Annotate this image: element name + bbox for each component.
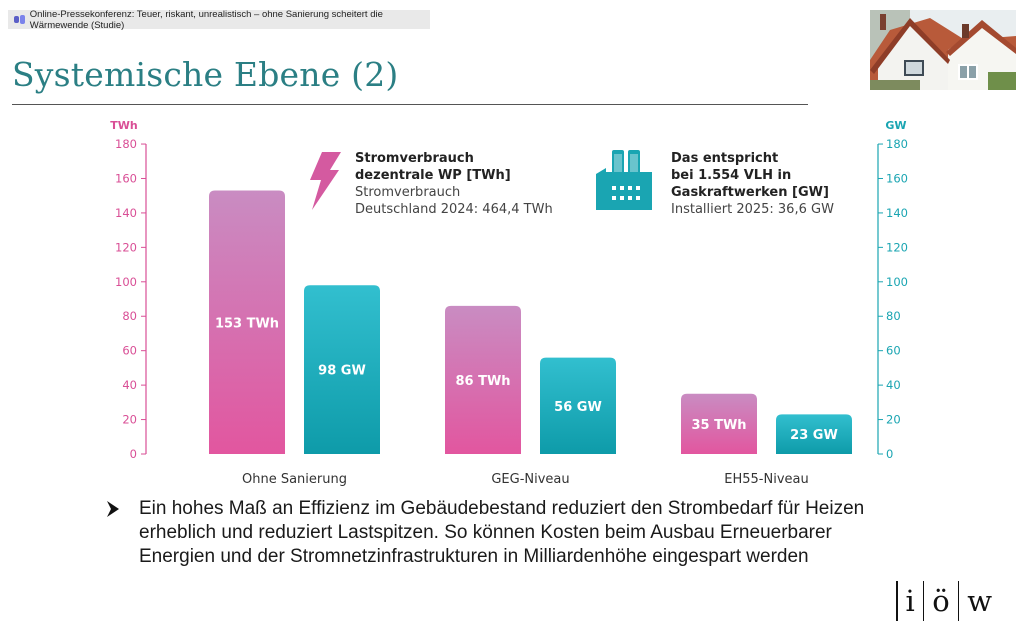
bar-twh bbox=[681, 393, 757, 454]
left-tick-label: 120 bbox=[115, 240, 137, 254]
left-tick-label: 80 bbox=[122, 309, 137, 323]
right-tick-label: 60 bbox=[886, 344, 901, 358]
right-tick-label: 120 bbox=[886, 240, 908, 254]
slide-title: Systemische Ebene (2) bbox=[12, 55, 399, 94]
arrow-bullet-icon bbox=[107, 501, 119, 517]
bullet-text: Ein hohes Maß an Effizienz im Gebäudebes… bbox=[139, 498, 865, 567]
bar-label-gw: 98 GW bbox=[318, 364, 366, 379]
bar-chart: TWh 0 20 40 60 80 100 120 140 160 180 GW 0 20 40 60 80 1… bbox=[110, 119, 908, 487]
legend-gw: Das entspricht bei 1.554 VLH in Gaskraftwe… bbox=[596, 150, 834, 217]
left-tick-label: 20 bbox=[122, 413, 137, 427]
bar-gw bbox=[776, 414, 852, 454]
left-axis-unit: TWh bbox=[110, 119, 137, 132]
category-label: GEG-Niveau bbox=[491, 472, 569, 487]
window-title: Online-Pressekonferenz: Teuer, riskant, … bbox=[29, 8, 383, 31]
window-titlebar: Online-Pressekonferenz: Teuer, riskant, … bbox=[8, 8, 430, 31]
right-tick-label: 20 bbox=[886, 413, 901, 427]
x-axis-labels: Ohne Sanierung GEG-Niveau EH55-Niveau bbox=[242, 472, 809, 487]
bar-twh bbox=[445, 305, 521, 454]
right-tick-label: 160 bbox=[886, 171, 908, 185]
ioew-logo: i ö w bbox=[896, 580, 992, 622]
left-tick-label: 160 bbox=[115, 171, 137, 185]
teams-icon bbox=[14, 15, 25, 24]
bar-gw bbox=[540, 357, 616, 454]
bar-label-twh: 153 TWh bbox=[215, 316, 279, 331]
left-tick-label: 0 bbox=[130, 447, 137, 461]
bar-label-gw: 23 GW bbox=[790, 428, 838, 443]
right-y-axis: GW 0 20 40 60 80 100 120 140 160 180 bbox=[877, 119, 908, 461]
power-plant-icon bbox=[596, 150, 652, 210]
bar-label-twh: 86 TWh bbox=[455, 374, 510, 389]
right-tick-label: 40 bbox=[886, 378, 901, 392]
category-label: EH55-Niveau bbox=[724, 472, 808, 487]
legend-twh: Stromverbrauch dezentrale WP [TWh] Stromve… bbox=[310, 151, 553, 217]
left-tick-label: 140 bbox=[115, 206, 137, 220]
right-tick-label: 80 bbox=[886, 309, 901, 323]
left-tick-label: 60 bbox=[122, 344, 137, 358]
right-tick-label: 140 bbox=[886, 206, 908, 220]
right-tick-label: 180 bbox=[886, 137, 908, 151]
legend-gw-text: Das entspricht bei 1.554 VLH in Gaskraftwe… bbox=[671, 151, 834, 217]
right-axis-unit: GW bbox=[885, 119, 906, 132]
bar-twh bbox=[209, 190, 285, 454]
house-photo bbox=[870, 10, 1016, 90]
left-tick-label: 180 bbox=[115, 137, 137, 151]
left-y-axis: TWh 0 20 40 60 80 100 120 140 160 180 bbox=[110, 119, 147, 461]
right-tick-label: 0 bbox=[886, 447, 893, 461]
bar-gw bbox=[304, 285, 380, 454]
bar-series: 153 TWh 86 TWh 35 TWh 98 GW 56 GW 23 GW bbox=[209, 190, 852, 454]
title-divider bbox=[12, 104, 808, 105]
right-tick-label: 100 bbox=[886, 275, 908, 289]
category-label: Ohne Sanierung bbox=[242, 472, 347, 487]
bar-label-twh: 35 TWh bbox=[691, 418, 746, 433]
legend-twh-text: Stromverbrauch dezentrale WP [TWh] Stromve… bbox=[355, 151, 553, 217]
bar-label-gw: 56 GW bbox=[554, 400, 602, 415]
lightning-icon bbox=[310, 152, 341, 210]
left-tick-label: 100 bbox=[115, 275, 137, 289]
left-tick-label: 40 bbox=[122, 378, 137, 392]
